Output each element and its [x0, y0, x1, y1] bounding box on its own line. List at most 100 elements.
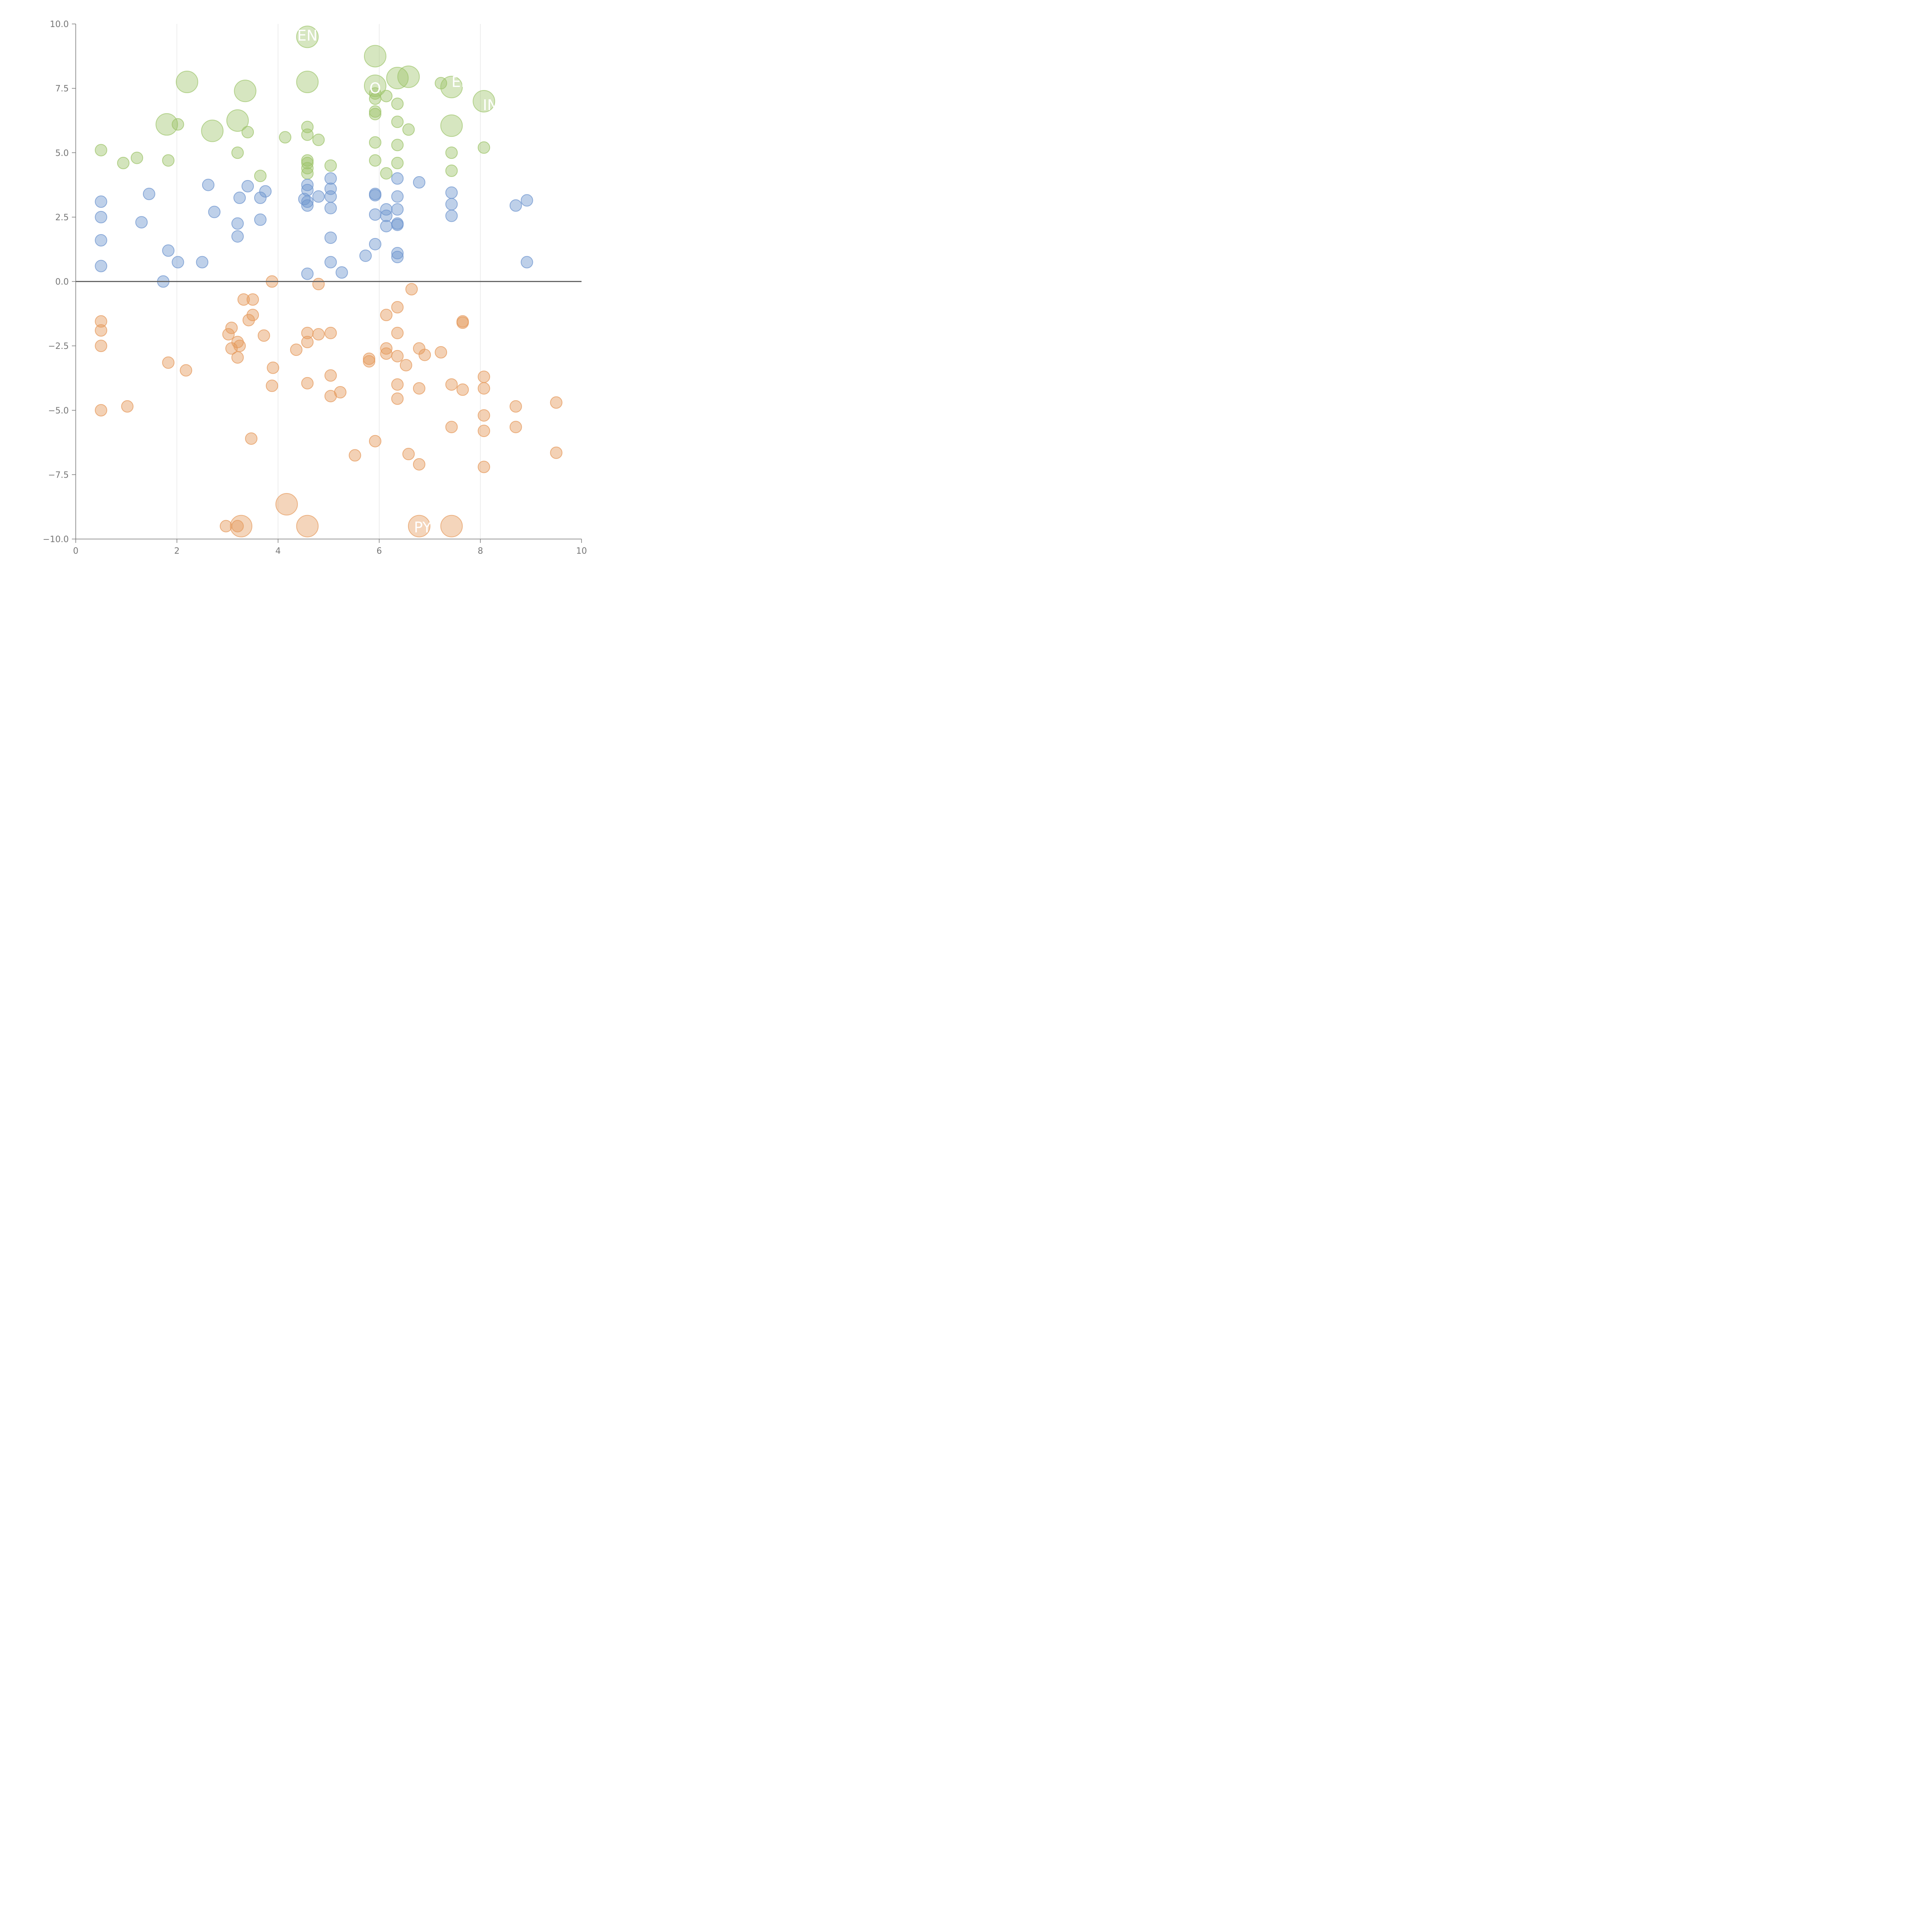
blue-point	[324, 231, 337, 244]
orange-point	[312, 278, 325, 291]
y-tick-label: −5.0	[48, 406, 69, 416]
green-point	[369, 154, 381, 167]
y-tick-label: 2.5	[55, 213, 69, 223]
blue-point	[391, 247, 404, 260]
green-point	[242, 126, 254, 138]
green-point	[369, 105, 381, 118]
green-point	[478, 141, 490, 154]
orange-point	[180, 364, 192, 377]
orange-point	[402, 448, 415, 461]
blue-point	[95, 234, 107, 247]
green-large-point	[364, 74, 386, 97]
orange-point	[301, 336, 314, 349]
green-large-point	[175, 70, 198, 93]
orange-point	[225, 321, 238, 334]
orange-point	[162, 356, 175, 369]
green-point	[279, 131, 291, 144]
blue-point	[208, 206, 221, 218]
orange-point	[237, 293, 250, 306]
orange-point	[369, 435, 381, 447]
blue-point	[301, 267, 314, 280]
y-tick-label: 0.0	[55, 277, 69, 287]
orange-point	[509, 400, 522, 413]
orange-point	[391, 350, 404, 362]
annotation-label: IN	[483, 97, 498, 114]
orange-point	[312, 328, 325, 341]
green-point	[162, 154, 175, 167]
blue-point	[301, 199, 314, 212]
orange-point	[391, 392, 404, 405]
blue-point	[324, 190, 337, 203]
blue-point	[520, 256, 533, 269]
orange-point	[301, 377, 314, 389]
orange-point	[95, 404, 107, 417]
x-tick-label: 2	[174, 546, 180, 556]
green-large-point	[296, 26, 319, 48]
blue-point	[324, 172, 337, 185]
blue-point	[445, 186, 458, 199]
blue-point	[445, 209, 458, 222]
orange-point	[456, 383, 469, 396]
blue-point	[233, 191, 246, 204]
annotation-label: O	[369, 80, 381, 97]
blue-point	[380, 203, 393, 216]
blue-point	[231, 230, 244, 243]
green-point	[369, 108, 381, 121]
x-tick-label: 0	[73, 546, 78, 556]
blue-point	[196, 256, 209, 269]
green-point	[312, 133, 325, 146]
orange-point	[445, 378, 458, 391]
blue-point	[202, 179, 214, 191]
orange-point	[265, 379, 278, 392]
orange-point	[334, 386, 347, 399]
blue-point	[369, 208, 381, 221]
orange-point	[363, 352, 376, 365]
blue-point	[301, 195, 314, 208]
orange-large-point	[408, 515, 430, 537]
orange-point	[478, 461, 490, 473]
blue-point	[520, 194, 533, 207]
orange-point	[267, 361, 279, 374]
orange-point	[363, 355, 376, 368]
blue-point	[172, 256, 184, 269]
blue-point	[391, 190, 404, 203]
orange-point	[231, 520, 244, 532]
orange-point	[550, 446, 563, 459]
orange-large-point	[275, 493, 298, 516]
orange-point	[509, 421, 522, 434]
green-point	[301, 162, 314, 175]
green-large-point	[234, 80, 257, 102]
orange-large-point	[296, 515, 319, 537]
orange-point	[95, 324, 107, 337]
orange-point	[324, 327, 337, 339]
blue-point	[324, 256, 337, 269]
blue-point	[369, 189, 381, 202]
orange-point	[435, 346, 447, 359]
green-large-point	[201, 119, 224, 142]
green-point	[254, 170, 267, 182]
blue-point	[242, 180, 254, 192]
x-tick-label: 4	[276, 546, 281, 556]
blue-point	[301, 179, 314, 191]
orange-large-point	[440, 515, 463, 537]
blue-point	[369, 238, 381, 250]
green-large-point	[397, 65, 420, 88]
green-point	[117, 156, 130, 169]
orange-point	[247, 293, 259, 306]
orange-point	[257, 329, 270, 342]
green-large-point	[364, 45, 386, 68]
orange-point	[247, 309, 259, 321]
orange-point	[478, 382, 490, 395]
blue-point	[259, 185, 272, 198]
orange-point	[380, 342, 393, 355]
annotation-label: PYR	[414, 519, 442, 536]
blue-point	[254, 213, 267, 226]
orange-point	[478, 425, 490, 437]
orange-point	[391, 378, 404, 391]
green-point	[131, 151, 143, 164]
orange-point	[95, 340, 107, 352]
green-large-point	[440, 114, 463, 137]
orange-point	[95, 315, 107, 328]
blue-point	[95, 195, 107, 208]
blue-point	[391, 172, 404, 185]
